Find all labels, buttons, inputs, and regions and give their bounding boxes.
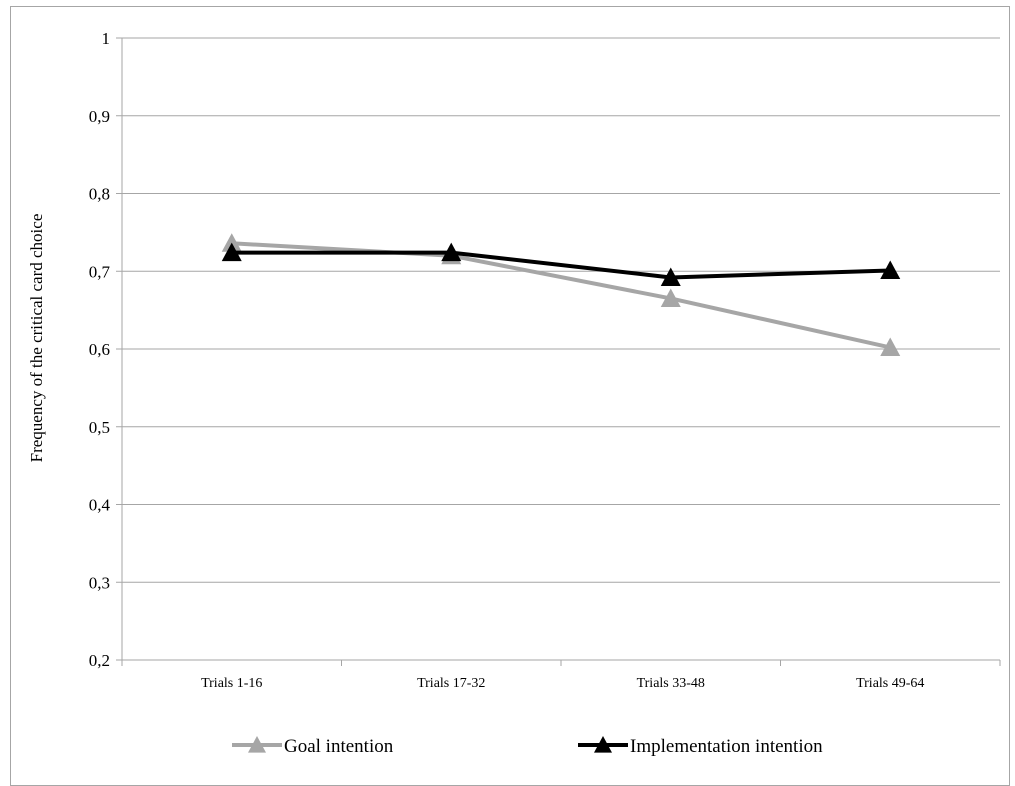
y-tick-labels: 0,2 0,3 0,4 0,5 0,6 0,7 0,8 0,9 1 [89,29,111,670]
y-tick-label: 0,8 [89,185,110,204]
legend-marker [248,736,266,753]
x-tick-labels: Trials 1-16 Trials 17-32 Trials 33-48 Trial… [201,676,924,691]
y-tick-label: 0,3 [89,573,110,592]
x-tick-label: Trials 17-32 [417,676,485,691]
y-tick-label: 0,6 [89,340,110,359]
line-chart: 0,20,30,40,50,60,70,80,91 Trials 1-16 Tri… [27,29,1001,757]
chart-frame [10,6,1010,786]
legend-label: Implementation intention [630,736,823,757]
legend-marker [594,736,612,753]
x-tick-label: Trials 1-16 [201,676,262,691]
series-line-1 [231,250,891,280]
data-point [660,288,681,307]
data-point [660,267,681,286]
y-tick-label: 0,7 [89,262,111,281]
series [221,233,901,356]
legend: Goal intention Implementation intention [232,736,823,757]
data-point [221,242,242,262]
x-tick-label: Trials 49-64 [856,676,924,691]
data-point [880,260,901,279]
y-axis-label: Frequency of the critical card choice [27,214,46,463]
gridlines [122,37,1000,583]
data-point [221,233,242,252]
y-tick-label: 0,9 [89,107,110,126]
y-tick-label: 0,5 [89,418,110,437]
data-point [880,337,901,356]
y-tick-label: 0,2 [89,651,110,670]
x-tick-label: Trials 33-48 [637,676,705,691]
series-line-0 [231,241,891,350]
y-tick-label: 0,4 [89,496,111,515]
data-point [441,242,462,262]
y-tick-label: 1 [102,29,111,48]
legend-label: Goal intention [284,736,394,757]
axes [116,37,1001,666]
